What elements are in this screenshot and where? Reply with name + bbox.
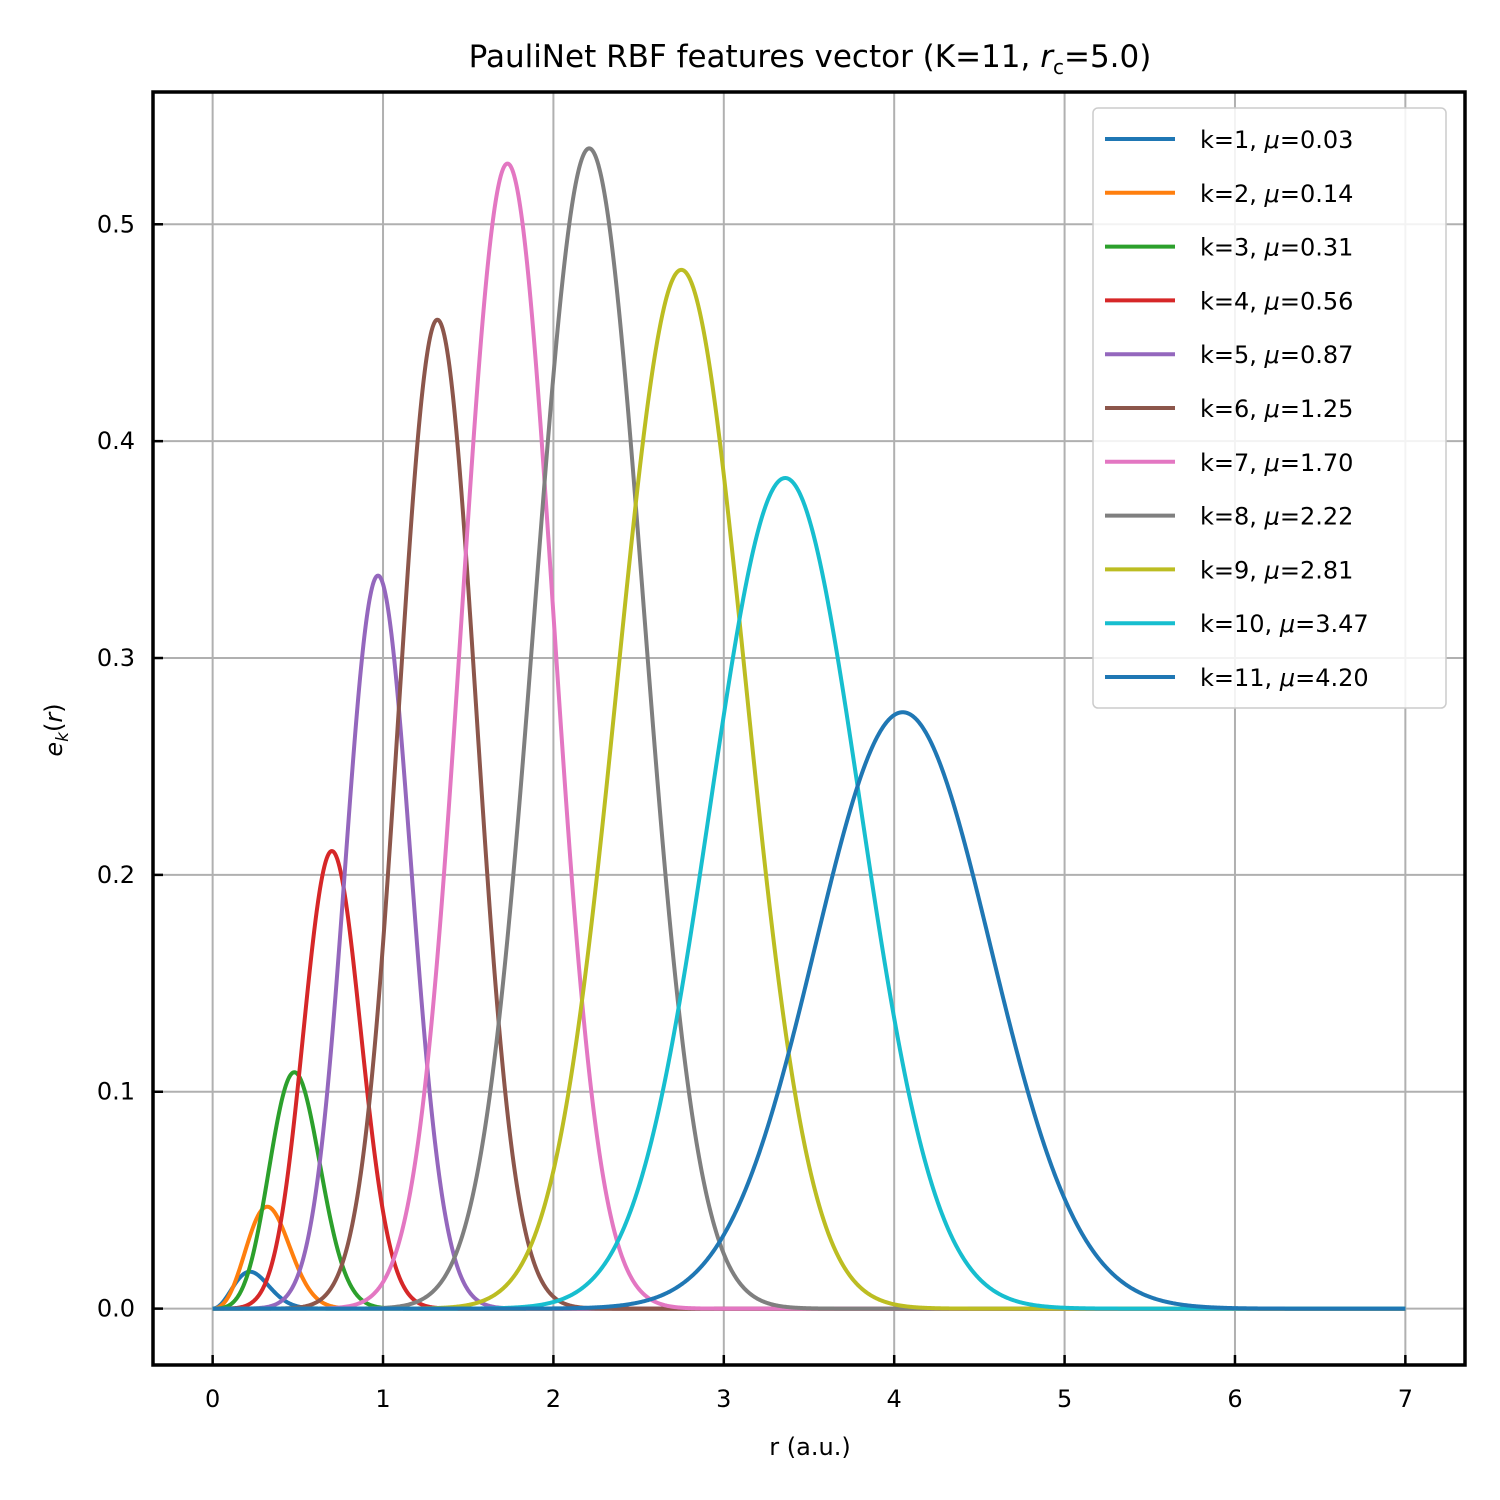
y-tick-label: 0.4 [97,427,135,455]
legend-entry-3: k=3, μ=0.31 [1200,234,1353,262]
y-tick-label: 0.2 [97,861,135,889]
legend: k=1, μ=0.03 k=2, μ=0.14 k=3, μ=0.31 k=4, μ=… [1092,107,1447,709]
y-tick-label: 0.3 [97,644,135,672]
series-line-11 [211,710,1407,1311]
x-tick-label: 3 [716,1385,731,1413]
title-sub: c [1053,55,1064,79]
ylabel-close: ) [40,703,68,712]
title-suffix: =5.0) [1064,39,1151,75]
legend-entry-10: k=10, μ=3.47 [1200,610,1369,638]
legend-entry-2: k=2, μ=0.14 [1200,180,1353,208]
y-axis-label: ek(r) [40,703,73,756]
title-prefix: PauliNet RBF features vector (K=11, [469,39,1041,75]
x-tick-label: 2 [546,1385,561,1413]
x-tick-label: 1 [375,1385,390,1413]
x-tick-label: 0 [205,1385,220,1413]
ylabel-sub: k [53,731,73,742]
legend-entry-11: k=11, μ=4.20 [1200,664,1369,692]
legend-box [1092,107,1447,709]
y-tick-label: 0.1 [97,1078,135,1106]
plot-frame [151,90,1467,1367]
y-tick-label: 0.0 [97,1295,135,1323]
ylabel-open: ( [40,723,68,732]
legend-entry-6: k=6, μ=1.25 [1200,395,1353,423]
y-tick-label: 0.5 [97,210,135,238]
legend-entry-4: k=4, μ=0.56 [1200,287,1353,315]
x-tick-label: 6 [1227,1385,1242,1413]
legend-entry-9: k=9, μ=2.81 [1200,556,1353,584]
ylabel-arg: r [40,711,68,723]
x-axis-label: r (a.u.) [769,1433,850,1461]
series-lines [211,146,1407,1311]
x-tick-label: 5 [1057,1385,1072,1413]
legend-entry-1: k=1, μ=0.03 [1200,126,1353,154]
x-tick-label: 7 [1398,1385,1413,1413]
chart-title: PauliNet RBF features vector (K=11, rc=5… [469,39,1152,79]
legend-entry-8: k=8, μ=2.22 [1200,503,1353,531]
title-var: r [1040,39,1055,75]
x-tick-label: 4 [887,1385,902,1413]
plot-area: 0 1 2 3 4 5 6 7 0.0 0.1 0.2 0.3 0.4 0.5 [97,90,1467,1413]
legend-entry-7: k=7, μ=1.70 [1200,449,1353,477]
legend-entry-5: k=5, μ=0.87 [1200,341,1353,369]
ylabel-var: e [40,742,68,757]
